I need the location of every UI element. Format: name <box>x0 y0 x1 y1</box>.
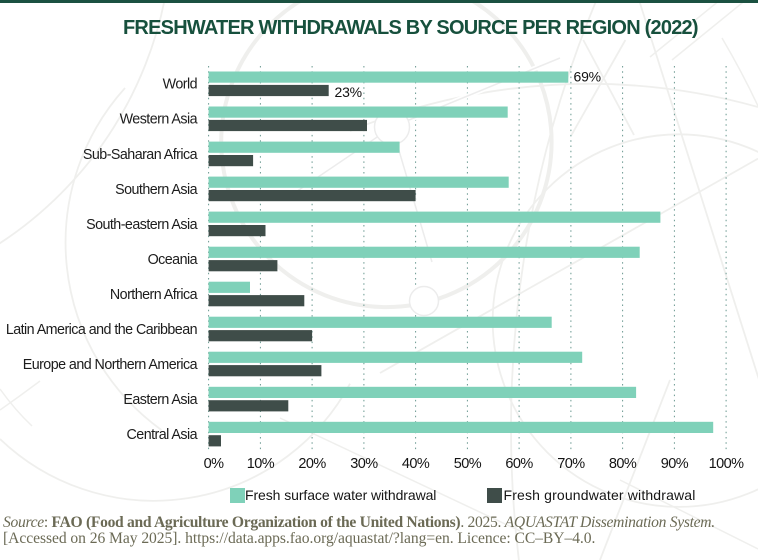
svg-text:Central Asia: Central Asia <box>127 427 198 443</box>
svg-text:Northern Africa: Northern Africa <box>110 287 198 303</box>
svg-text:20%: 20% <box>298 456 326 472</box>
svg-text:30%: 30% <box>350 456 378 472</box>
svg-text:Southern Asia: Southern Asia <box>115 182 197 198</box>
svg-text:80%: 80% <box>609 456 637 472</box>
svg-text:Sub-Saharan Africa: Sub-Saharan Africa <box>83 147 198 163</box>
svg-text:60%: 60% <box>505 456 533 472</box>
svg-text:10%: 10% <box>247 456 275 472</box>
svg-text:69%: 69% <box>574 69 601 85</box>
svg-text:Eastern Asia: Eastern Asia <box>123 392 197 408</box>
svg-text:100%: 100% <box>709 456 745 472</box>
svg-text:23%: 23% <box>335 84 362 100</box>
svg-text:90%: 90% <box>661 456 689 472</box>
svg-text:Latin America and the Caribbea: Latin America and the Caribbean <box>6 322 198 338</box>
svg-text:South-eastern Asia: South-eastern Asia <box>86 217 198 233</box>
svg-text:Europe and Northern America: Europe and Northern America <box>23 357 198 373</box>
svg-text:Oceania: Oceania <box>148 252 198 268</box>
svg-text:50%: 50% <box>454 456 482 472</box>
svg-text:70%: 70% <box>557 456 585 472</box>
svg-text:40%: 40% <box>402 456 430 472</box>
svg-text:Western Asia: Western Asia <box>120 112 198 128</box>
svg-text:0%: 0% <box>204 456 225 472</box>
svg-text:World: World <box>163 77 198 93</box>
